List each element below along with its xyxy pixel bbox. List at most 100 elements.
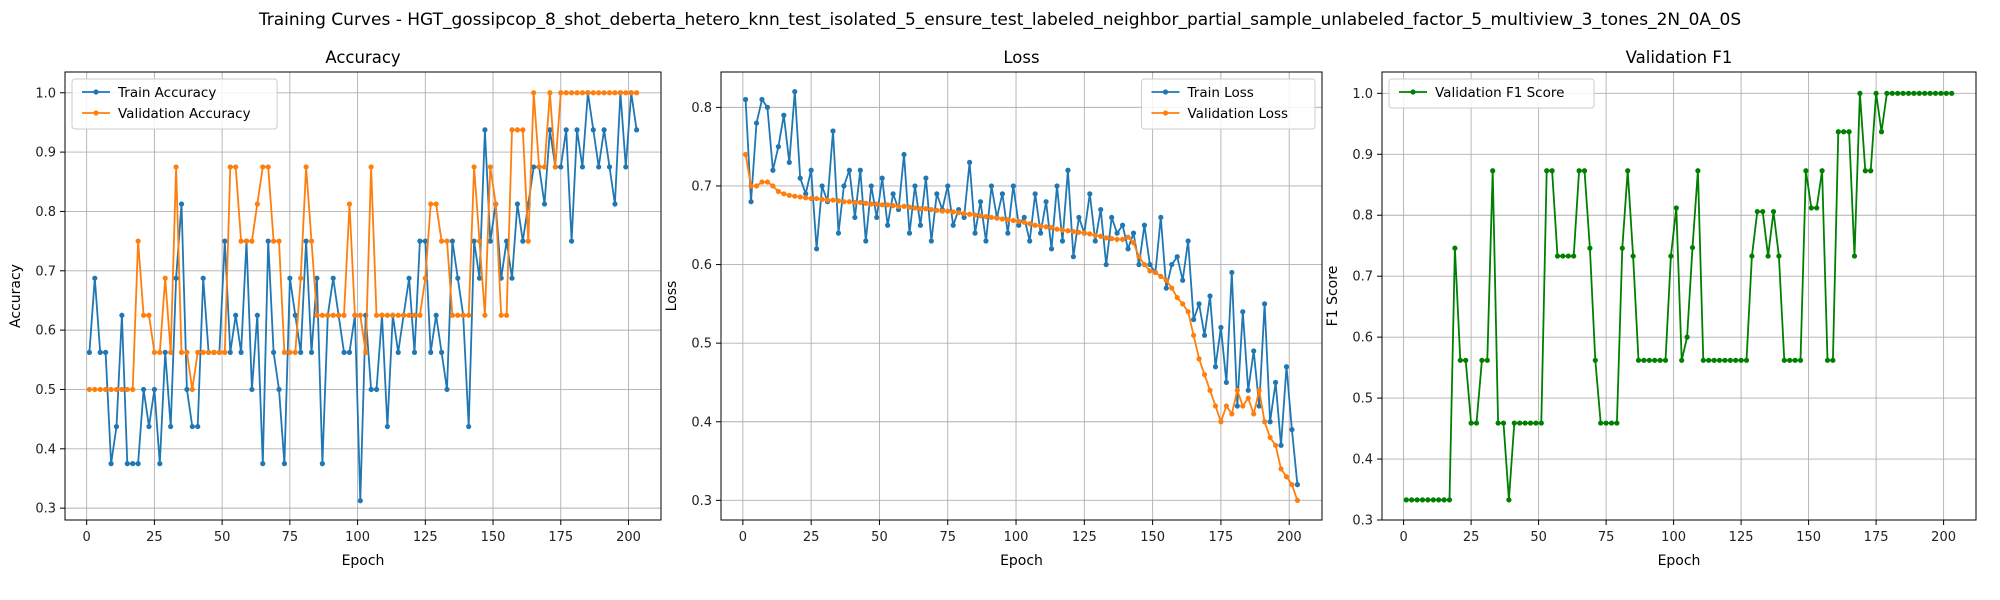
validation-f1-chart-legend-validation-f1-score-marker bbox=[1410, 89, 1416, 95]
validation-f1-chart-validation-f1-score-point bbox=[1581, 168, 1588, 174]
accuracy-chart-train-accuracy-point bbox=[287, 275, 293, 281]
loss-chart-validation-loss-point bbox=[1223, 403, 1229, 409]
accuracy-chart-train-accuracy-point bbox=[455, 275, 461, 281]
loss-chart-validation-loss-point bbox=[868, 201, 874, 207]
loss-chart-train-loss-point bbox=[1262, 301, 1268, 307]
accuracy-chart-xtick-label: 75 bbox=[282, 530, 299, 545]
validation-f1-chart-validation-f1-score-point bbox=[1808, 205, 1814, 211]
validation-f1-chart-validation-f1-score-point bbox=[1765, 253, 1771, 259]
accuracy-chart-train-accuracy-point bbox=[357, 498, 363, 504]
accuracy-chart-validation-accuracy-point bbox=[162, 275, 168, 281]
loss-chart-validation-loss-point bbox=[917, 206, 924, 212]
validation-f1-chart-validation-f1-score-point bbox=[1635, 357, 1642, 363]
loss-chart-train-loss-point bbox=[1212, 364, 1219, 370]
loss-chart-train-loss-point bbox=[1272, 379, 1279, 386]
accuracy-chart-validation-accuracy-point bbox=[585, 90, 591, 96]
loss-chart-train-loss-point bbox=[1103, 261, 1109, 268]
accuracy-chart-validation-accuracy-point bbox=[476, 238, 483, 244]
loss-chart-validation-loss-point bbox=[1201, 371, 1208, 378]
loss-chart-validation-loss-point bbox=[1272, 442, 1279, 448]
validation-f1-chart-validation-f1-score-point bbox=[1500, 420, 1507, 426]
accuracy-chart-train-accuracy-point bbox=[254, 312, 260, 318]
validation-f1-chart-xtick-label: 175 bbox=[1864, 530, 1889, 545]
validation-f1-chart-validation-f1-score-point bbox=[1641, 357, 1647, 363]
accuracy-chart-train-accuracy-point bbox=[162, 349, 168, 355]
accuracy-chart-validation-accuracy-point bbox=[509, 127, 515, 133]
loss-chart-train-loss-point bbox=[1158, 214, 1164, 221]
validation-f1-chart-xtick-label: 25 bbox=[1463, 530, 1480, 545]
loss-chart-validation-loss-point bbox=[1267, 434, 1273, 441]
accuracy-chart-validation-accuracy-point bbox=[346, 201, 353, 207]
loss-chart-validation-loss-point bbox=[792, 193, 798, 199]
accuracy-chart-validation-accuracy-point bbox=[373, 312, 380, 318]
validation-f1-chart-validation-f1-score-point bbox=[1608, 420, 1615, 426]
validation-f1-chart-validation-f1-score-point bbox=[1792, 357, 1798, 363]
validation-f1-chart-validation-f1-score-point bbox=[1884, 90, 1890, 96]
accuracy-chart-validation-accuracy-point bbox=[135, 238, 141, 244]
loss-chart-train-loss-point bbox=[753, 120, 760, 126]
accuracy-chart-validation-accuracy-point bbox=[281, 349, 288, 355]
validation-f1-chart-validation-f1-score-point bbox=[1754, 208, 1760, 215]
accuracy-chart-validation-accuracy-point bbox=[547, 90, 553, 96]
accuracy-chart-validation-accuracy-point bbox=[390, 312, 396, 318]
validation-f1-chart-ytick-label: 0.7 bbox=[1352, 270, 1373, 285]
validation-f1-chart-validation-f1-score-point bbox=[1797, 357, 1804, 363]
loss-chart-train-loss-point bbox=[1169, 261, 1175, 268]
accuracy-chart-series-validation-accuracy bbox=[86, 90, 640, 393]
loss-chart-train-loss-point bbox=[1076, 214, 1082, 221]
loss-chart-validation-loss-point bbox=[950, 209, 956, 215]
accuracy-chart-train-accuracy-point bbox=[103, 349, 109, 355]
accuracy-chart-validation-accuracy-point bbox=[471, 164, 477, 170]
validation-f1-chart-xlabel: Epoch bbox=[1658, 553, 1701, 569]
accuracy-chart-validation-accuracy-point bbox=[444, 238, 450, 244]
validation-f1-chart-validation-f1-score-point bbox=[1711, 357, 1717, 363]
accuracy-chart-validation-accuracy-point bbox=[211, 349, 217, 355]
validation-f1-chart-validation-f1-score-point bbox=[1684, 334, 1690, 340]
accuracy-chart-train-accuracy-point bbox=[173, 275, 179, 281]
accuracy-chart-validation-accuracy-point bbox=[514, 127, 521, 133]
accuracy-chart-validation-accuracy-point bbox=[406, 312, 412, 318]
accuracy-chart-train-accuracy-point bbox=[547, 127, 553, 133]
accuracy-chart-train-accuracy-point bbox=[422, 238, 428, 244]
loss-chart-train-loss-point bbox=[786, 159, 792, 165]
accuracy-chart-validation-accuracy-point bbox=[113, 386, 120, 393]
validation-f1-chart-validation-f1-score-point bbox=[1679, 357, 1685, 363]
accuracy-chart-validation-accuracy-point bbox=[151, 349, 157, 355]
loss-chart-xtick-label: 100 bbox=[1004, 530, 1029, 545]
loss-chart-validation-loss-point bbox=[742, 151, 749, 158]
validation-f1-chart-validation-f1-score-point bbox=[1727, 357, 1733, 363]
validation-f1-chart-validation-f1-score-point bbox=[1490, 168, 1496, 174]
accuracy-chart-validation-accuracy-point bbox=[292, 349, 298, 355]
accuracy-chart-validation-accuracy-point bbox=[455, 312, 461, 318]
accuracy-chart-grid bbox=[65, 72, 661, 520]
accuracy-chart-validation-accuracy-point bbox=[178, 349, 185, 355]
validation-f1-chart-validation-f1-score-point bbox=[1943, 90, 1949, 96]
accuracy-chart-validation-accuracy-point bbox=[276, 238, 282, 244]
accuracy-chart-validation-accuracy-point bbox=[596, 90, 602, 96]
loss-chart-train-loss-point bbox=[770, 167, 776, 173]
accuracy-chart-validation-accuracy-point bbox=[200, 349, 206, 355]
loss-chart-validation-loss-point bbox=[1256, 387, 1262, 393]
loss-chart-validation-loss-point bbox=[1059, 227, 1066, 233]
loss-chart-validation-loss-point bbox=[1141, 261, 1148, 268]
accuracy-chart-xtick-label: 0 bbox=[83, 530, 91, 545]
loss-chart-validation-loss-point bbox=[1032, 222, 1038, 228]
loss-chart-validation-loss-line bbox=[744, 154, 1299, 501]
validation-f1-chart-validation-f1-score-point bbox=[1743, 357, 1750, 363]
accuracy-chart-train-accuracy-point bbox=[168, 423, 174, 430]
loss-chart-train-loss-point bbox=[1229, 269, 1235, 276]
accuracy-chart-validation-accuracy-point bbox=[216, 349, 223, 355]
loss-chart-validation-loss-point bbox=[1070, 228, 1077, 235]
accuracy-chart-train-accuracy-point bbox=[292, 312, 298, 318]
accuracy-chart-train-accuracy-point bbox=[596, 164, 602, 170]
accuracy-chart-train-accuracy-point bbox=[433, 312, 439, 318]
loss-chart-validation-loss-point bbox=[1119, 236, 1126, 243]
loss-chart-validation-loss-point bbox=[1163, 277, 1169, 283]
accuracy-chart-validation-accuracy-point bbox=[146, 312, 152, 318]
loss-chart-train-loss-point bbox=[1130, 230, 1137, 236]
validation-f1-chart-validation-f1-score-point bbox=[1878, 129, 1885, 135]
validation-f1-chart-validation-f1-score-point bbox=[1949, 90, 1955, 96]
validation-f1-chart-validation-f1-score-point bbox=[1517, 420, 1523, 426]
loss-chart-validation-loss-point bbox=[1294, 497, 1301, 503]
loss-chart-grid bbox=[721, 72, 1322, 520]
